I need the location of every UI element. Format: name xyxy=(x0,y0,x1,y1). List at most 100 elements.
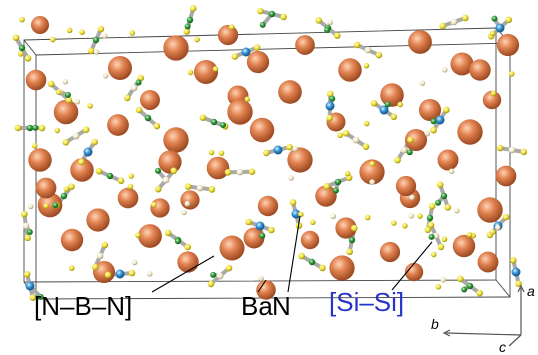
small-atom xyxy=(102,33,108,39)
h-atom xyxy=(163,177,170,184)
ba-atom xyxy=(150,198,169,217)
b-atom xyxy=(505,17,512,24)
ba-atom xyxy=(118,188,139,209)
b-atom xyxy=(263,150,270,157)
h-atom xyxy=(97,253,104,260)
ba-atom xyxy=(478,252,499,273)
ba-atom xyxy=(457,119,482,144)
ba-atom xyxy=(453,235,475,257)
b-atom xyxy=(98,26,105,33)
si-atom xyxy=(427,215,433,221)
si-atom xyxy=(329,96,335,102)
h-atom xyxy=(509,147,516,154)
b-atom xyxy=(445,204,452,211)
b-atom xyxy=(13,34,20,41)
si-atom xyxy=(136,80,142,86)
b-atom xyxy=(298,253,305,260)
si-atom xyxy=(259,233,265,239)
ba-atom xyxy=(36,178,57,199)
b-atom xyxy=(154,123,161,130)
small-atom xyxy=(103,73,109,79)
b-atom xyxy=(521,149,528,156)
small-atom xyxy=(369,179,375,185)
si-atom xyxy=(467,283,473,289)
ba-atom xyxy=(301,231,319,249)
b-atom xyxy=(363,143,370,150)
si-atom xyxy=(324,27,330,33)
ba-atom xyxy=(250,118,274,142)
small-atom xyxy=(364,121,370,127)
small-atom xyxy=(467,232,473,238)
small-atom xyxy=(56,89,62,95)
si-atom xyxy=(269,11,275,17)
b-atom xyxy=(39,125,46,132)
h-atom xyxy=(73,133,80,140)
si-atom xyxy=(429,234,435,240)
b-atom xyxy=(48,81,55,88)
b-atom xyxy=(24,271,31,278)
axis-label-c: c xyxy=(499,340,506,354)
ba-atom xyxy=(258,196,278,216)
b-atom xyxy=(430,127,437,134)
b-atom xyxy=(254,44,261,51)
h-atom xyxy=(353,137,360,144)
si-atom xyxy=(210,272,216,278)
small-atom xyxy=(440,277,446,283)
b-atom xyxy=(437,181,444,188)
si-atom xyxy=(220,122,226,128)
si-atom xyxy=(27,125,33,131)
axis-triad xyxy=(444,286,524,346)
b-atom xyxy=(268,227,275,234)
small-atom xyxy=(442,67,448,73)
small-atom xyxy=(409,213,415,219)
si-atom xyxy=(187,17,193,23)
ba-atom xyxy=(180,190,199,209)
h-atom xyxy=(23,223,30,230)
si-atom xyxy=(19,45,25,51)
ba-atom xyxy=(287,147,312,172)
b-atom xyxy=(280,14,287,21)
si-atom xyxy=(491,16,497,22)
small-atom xyxy=(431,252,437,258)
ba-atom xyxy=(408,30,432,54)
label-n: N xyxy=(272,293,291,319)
small-atom xyxy=(409,195,415,201)
n-atom xyxy=(256,222,265,231)
si-atom xyxy=(175,238,181,244)
b-atom xyxy=(170,168,177,175)
b-atom xyxy=(155,186,162,193)
small-atom xyxy=(62,79,68,85)
b-atom xyxy=(354,42,361,49)
ba-atom xyxy=(163,35,188,60)
small-atom xyxy=(50,37,56,43)
b-atom xyxy=(208,281,215,288)
small-atom xyxy=(79,29,85,35)
si-atom xyxy=(385,101,391,107)
axis-label-a: a xyxy=(527,284,535,298)
small-atom xyxy=(229,24,235,30)
small-atom xyxy=(245,96,251,102)
n-atom xyxy=(26,282,35,291)
small-atom xyxy=(495,225,501,231)
ba-atom xyxy=(247,51,269,73)
small-atom xyxy=(69,265,75,271)
ba-atom xyxy=(54,100,79,125)
si-atom xyxy=(107,173,113,179)
ba-atom xyxy=(140,90,160,110)
small-atom xyxy=(129,30,135,36)
si-atom xyxy=(461,287,467,293)
small-atom xyxy=(327,20,333,26)
b-atom xyxy=(92,264,99,271)
b-atom xyxy=(136,107,143,114)
h-atom xyxy=(197,185,204,192)
small-atom xyxy=(509,71,515,77)
small-atom xyxy=(310,220,316,226)
h-atom xyxy=(401,147,408,154)
b-atom xyxy=(429,203,436,210)
small-atom xyxy=(288,175,294,181)
b-atom xyxy=(118,177,125,184)
n-atom xyxy=(436,116,445,125)
b-atom xyxy=(225,169,232,176)
small-atom xyxy=(337,132,343,138)
b-atom xyxy=(165,230,172,237)
